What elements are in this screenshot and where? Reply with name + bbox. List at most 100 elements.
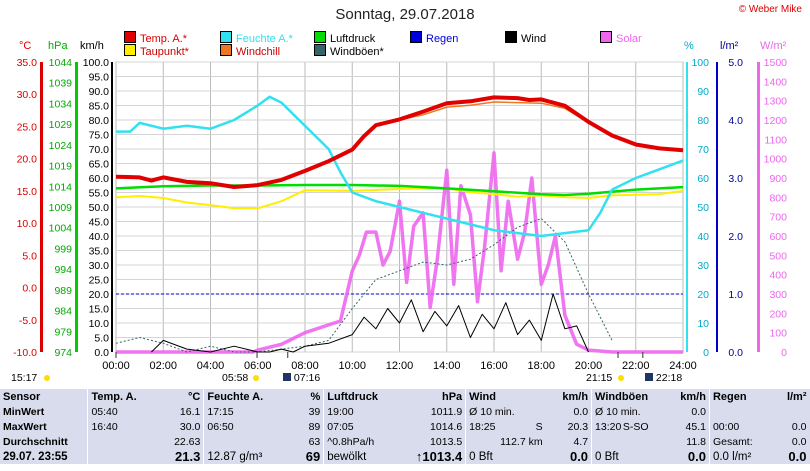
min-label: MinWert (0, 404, 89, 419)
avg-hum: 63 (271, 434, 325, 449)
pressure-tick-label: 999 (54, 243, 72, 255)
cur-press: ↑1013.4 (409, 449, 467, 464)
wind-tick-label: 30.0 (89, 260, 110, 272)
solar-tick-label: 700 (769, 212, 787, 224)
temp-tick-label: 5.0 (22, 250, 37, 262)
temp-tick-label: 10.0 (17, 218, 38, 230)
pressure-tick-label: 974 (54, 347, 72, 359)
max-wind-time-value: 18:25 (469, 420, 496, 433)
solar-tick-label: 900 (769, 173, 787, 185)
x-tick-label: 08:00 (291, 360, 319, 372)
moonset-time: 22:18 (655, 372, 683, 384)
legend-item: Windchill (220, 44, 280, 58)
min-wind-time: Ø 10 min. (469, 405, 515, 418)
x-tick-label: 00:00 (102, 360, 130, 372)
current-time: 15:17 (11, 372, 38, 384)
humidity-tick-label: 50 (697, 202, 709, 214)
wind-tick-label: 100.0 (83, 57, 109, 69)
wind-tick-label: 50.0 (89, 202, 110, 214)
legend-swatch (600, 31, 612, 43)
marker-moonrise: 07:16 (283, 372, 320, 384)
avg-wind-dist: 112.7 km (500, 435, 543, 448)
hdr-rain: Regen (712, 390, 747, 403)
cur-label: 29.07. 23:55 (0, 449, 89, 464)
hdr-press-unit: hPa (409, 389, 467, 404)
sunset-icon (618, 375, 625, 381)
legend-swatch (220, 44, 232, 56)
chart-title: Sonntag, 29.07.2018 (335, 6, 475, 23)
legend-swatch (124, 31, 136, 43)
avg-gust: 11.8 (651, 434, 710, 449)
avg-gust-time (592, 434, 652, 449)
x-tick-label: 06:00 (244, 360, 272, 372)
pressure-tick-label: 984 (54, 306, 72, 318)
sunset-time: 21:15 (586, 372, 613, 384)
humidity-axis-bar (686, 62, 688, 352)
min-press: 1011.9 (409, 404, 467, 419)
wind-tick-label: 60.0 (89, 173, 110, 185)
unit-wind: km/h (80, 40, 104, 52)
hdr-sensor: Sensor (0, 389, 89, 404)
wind-tick-label: 10.0 (89, 318, 110, 330)
max-wind: 20.3 (545, 419, 593, 434)
moonset-icon (645, 373, 653, 381)
wind-tick-label: 25.0 (89, 275, 110, 287)
pressure-tick-label: 1019 (49, 161, 73, 173)
avg-rain-a: Gesamt: (712, 435, 753, 448)
max-label: MaxWert (0, 419, 89, 434)
temp-tick-label: -5.0 (19, 315, 37, 327)
sun-icon (44, 375, 51, 381)
avg-press: 1013.5 (409, 434, 467, 449)
x-tick-label: 18:00 (527, 360, 555, 372)
pressure-tick-label: 1034 (49, 98, 73, 110)
hdr-temp-unit: °C (147, 389, 205, 404)
stats-current-row: 29.07. 23:55 21.3 12.87 g/m³ 69 bewölkt … (0, 449, 810, 464)
hdr-wind: Wind (469, 390, 496, 403)
avg-rain-b: 0.0 (791, 435, 807, 448)
hdr-press: Luftdruck (327, 390, 378, 403)
avg-hum-time (204, 434, 272, 449)
stats-max-row: MaxWert 16:40 30.0 06:50 89 07:05 1014.6… (0, 419, 810, 434)
min-hum: 39 (271, 404, 325, 419)
hdr-wind-unit: km/h (545, 389, 593, 404)
stats-min-row: MinWert 05:40 16.1 17:15 39 19:00 1011.9… (0, 404, 810, 419)
min-temp-time: 05:40 (91, 405, 118, 418)
legend-label: Feuchte A.* (236, 33, 293, 45)
solar-tick-label: 0 (781, 347, 787, 359)
series-feuchtea (116, 95, 684, 238)
min-temp: 16.1 (147, 404, 205, 419)
x-tick-label: 02:00 (149, 360, 177, 372)
wind-tick-label: 40.0 (89, 231, 110, 243)
avg-label: Durchschnitt (0, 434, 89, 449)
sunrise-icon (253, 375, 260, 381)
humidity-tick-label: 0 (703, 347, 709, 359)
legend-item: Regen (410, 31, 458, 45)
stats-header-row: Sensor Temp. A. °C Feuchte A. % Luftdruc… (0, 389, 810, 404)
hdr-gust-unit: km/h (651, 389, 710, 404)
max-rain-b: 0.0 (791, 420, 807, 433)
max-temp: 30.0 (147, 419, 205, 434)
wind-tick-label: 45.0 (89, 217, 110, 229)
temp-tick-label: 25.0 (17, 121, 38, 133)
moonrise-time: 07:16 (293, 372, 321, 384)
pressure-tick-label: 994 (54, 264, 72, 276)
unit-humidity: % (684, 40, 694, 52)
wind-tick-label: 0.0 (94, 347, 109, 359)
hdr-temp: Temp. A. (91, 390, 137, 403)
x-tick-label: 20:00 (575, 360, 603, 372)
solar-tick-label: 1400 (764, 76, 788, 88)
series-tempa (115, 95, 684, 189)
pressure-tick-label: 1004 (49, 223, 73, 235)
legend-item: Windböen* (314, 44, 384, 58)
rain-tick-label: 1.0 (728, 289, 743, 301)
rain-tick-label: 5.0 (728, 57, 743, 69)
stats-avg-row: Durchschnitt 22.63 63 ^0.8hPa/h 1013.5 1… (0, 434, 810, 449)
legend-item: Taupunkt* (124, 44, 189, 58)
solar-tick-label: 200 (769, 308, 787, 320)
x-tick-label: 04:00 (197, 360, 225, 372)
min-rain-a (709, 404, 769, 419)
legend-label: Temp. A.* (140, 33, 188, 45)
unit-temp: °C (19, 40, 32, 52)
hdr-hum-unit: % (271, 389, 325, 404)
temp-tick-label: 0.0 (22, 283, 37, 295)
